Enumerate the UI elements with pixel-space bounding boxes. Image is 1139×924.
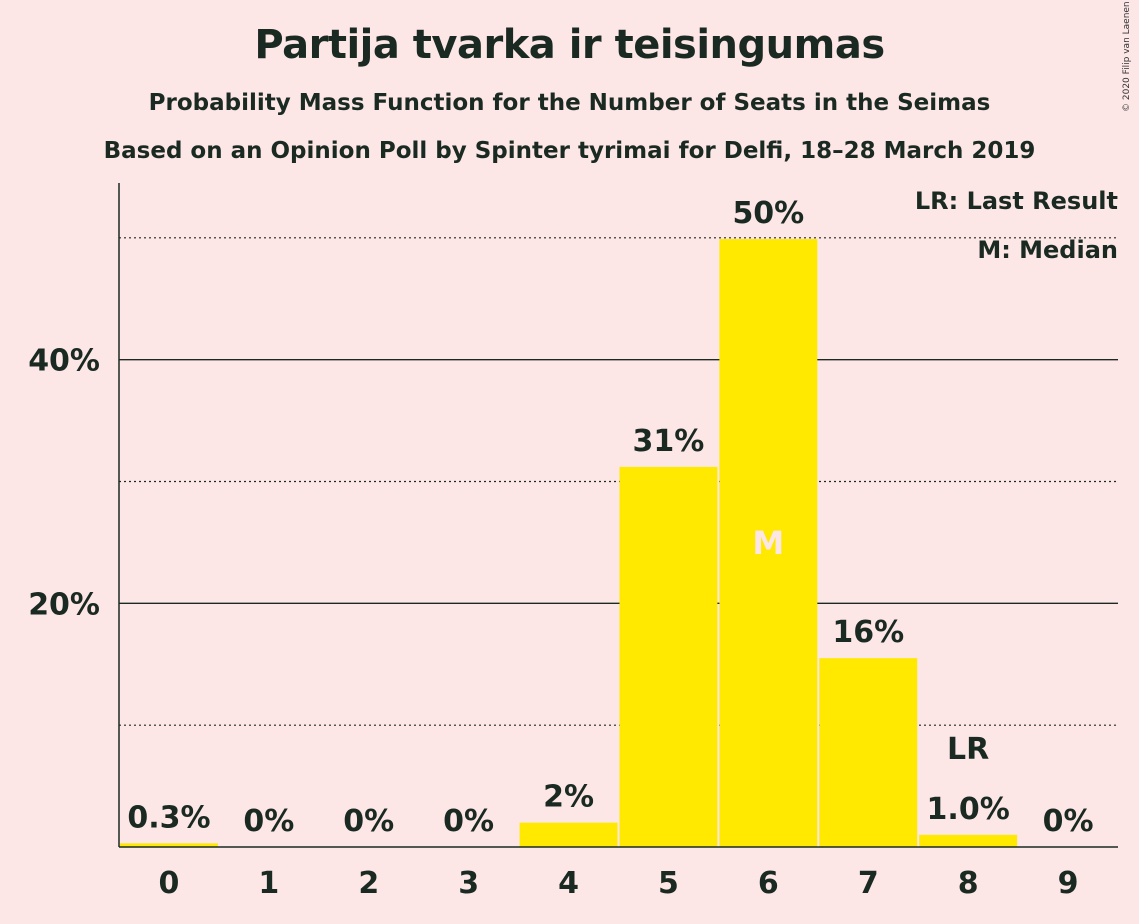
chart-source: Based on an Opinion Poll by Spinter tyri… xyxy=(103,138,1036,164)
bar-seat-8 xyxy=(919,834,1018,847)
last-result-marker: LR xyxy=(947,732,989,767)
bar-seat-5 xyxy=(619,466,718,847)
x-tick-label: 8 xyxy=(958,866,979,901)
x-tick-label: 7 xyxy=(858,866,879,901)
x-tick-label: 1 xyxy=(258,866,279,901)
bar-seat-7 xyxy=(819,658,918,847)
x-tick-label: 0 xyxy=(159,866,180,901)
y-tick-label: 40% xyxy=(28,344,100,379)
gridlines xyxy=(119,237,1118,726)
x-tick-label: 4 xyxy=(558,866,579,901)
axes: 20% 40% 0 1 2 3 4 5 6 7 8 9 xyxy=(28,183,1118,901)
bar-value-label: 31% xyxy=(633,424,705,459)
x-tick-label: 3 xyxy=(458,866,479,901)
x-tick-label: 2 xyxy=(358,866,379,901)
bar-value-label: 2% xyxy=(543,780,594,815)
bar-value-label: 0.3% xyxy=(127,800,210,835)
bar-value-label: 0% xyxy=(1043,804,1094,839)
bar-value-label: 0% xyxy=(443,804,494,839)
x-tick-label: 9 xyxy=(1058,866,1079,901)
bar-value-label: 1.0% xyxy=(927,792,1010,827)
bar-seat-0 xyxy=(120,843,218,847)
bars xyxy=(120,239,1018,847)
bar-value-label: 16% xyxy=(832,615,904,650)
bar-value-label: 0% xyxy=(343,804,394,839)
bar-value-label: 50% xyxy=(732,196,804,231)
chart-title: Partija tvarka ir teisingumas xyxy=(254,22,885,68)
median-marker: M xyxy=(752,524,784,562)
data-labels: 0.3% 0% 0% 0% 2% 31% 50% M 16% 1.0% LR 0% xyxy=(127,196,1093,839)
bar-seat-6 xyxy=(719,239,818,847)
bar-value-label: 0% xyxy=(243,804,294,839)
legend-median: M: Median xyxy=(977,236,1118,264)
x-tick-label: 5 xyxy=(658,866,679,901)
chart-subtitle: Probability Mass Function for the Number… xyxy=(148,90,991,116)
y-tick-label: 20% xyxy=(28,587,100,622)
bar-seat-4 xyxy=(519,822,618,847)
legend-last-result: LR: Last Result xyxy=(915,187,1118,215)
x-tick-label: 6 xyxy=(758,866,779,901)
